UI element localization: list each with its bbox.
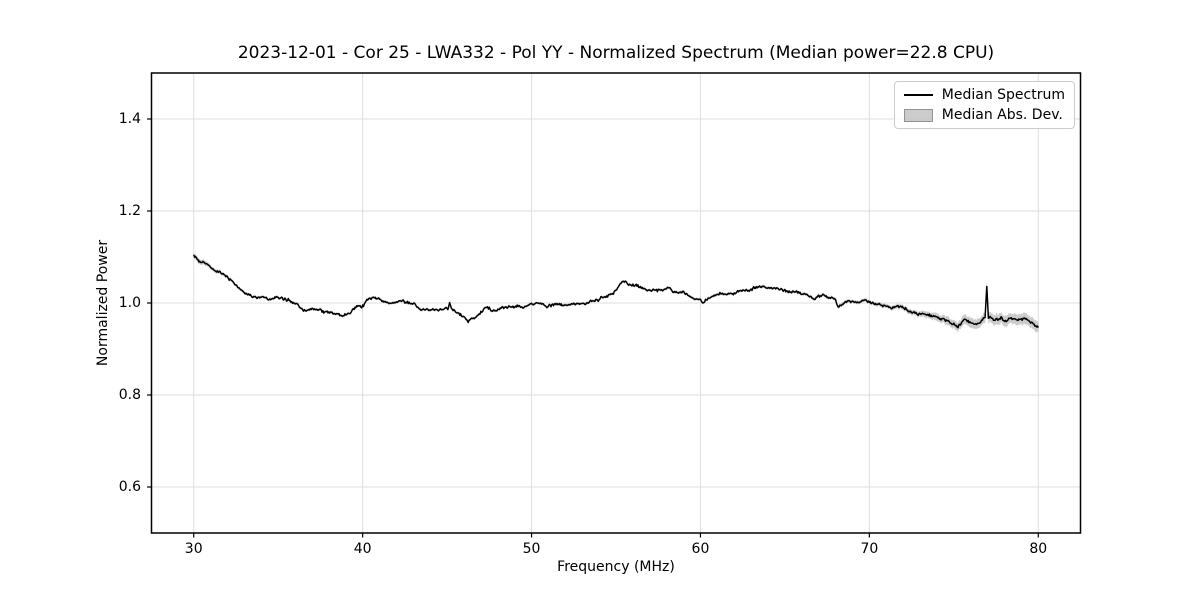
y-tick-label: 1.2 [118, 203, 141, 219]
y-tick-label: 1.4 [118, 111, 141, 127]
x-tick-label: 50 [522, 541, 541, 557]
median-spectrum-line [192, 254, 1039, 329]
x-axis-label: Frequency (MHz) [557, 559, 675, 575]
line-swatch-icon [903, 94, 933, 96]
chart-title: 2023-12-01 - Cor 25 - LWA332 - Pol YY - … [237, 43, 995, 63]
legend-label: Median Abs. Dev. [941, 107, 1063, 123]
x-tick-label: 70 [860, 541, 879, 557]
legend-item-median-abs-dev: Median Abs. Dev. [903, 107, 1065, 123]
y-tick-label: 1.0 [118, 295, 141, 311]
x-tick-label: 80 [1029, 541, 1048, 557]
patch-swatch-icon [903, 108, 933, 122]
mad-band [193, 252, 1039, 333]
y-tick-label: 0.8 [118, 387, 141, 403]
legend-label: Median Spectrum [941, 87, 1065, 103]
legend-item-median-spectrum: Median Spectrum [903, 87, 1065, 103]
legend: Median Spectrum Median Abs. Dev. [893, 81, 1075, 129]
x-tick-label: 40 [353, 541, 372, 557]
x-tick-label: 30 [184, 541, 203, 557]
y-tick-label: 0.6 [118, 479, 141, 495]
x-tick-label: 60 [691, 541, 710, 557]
